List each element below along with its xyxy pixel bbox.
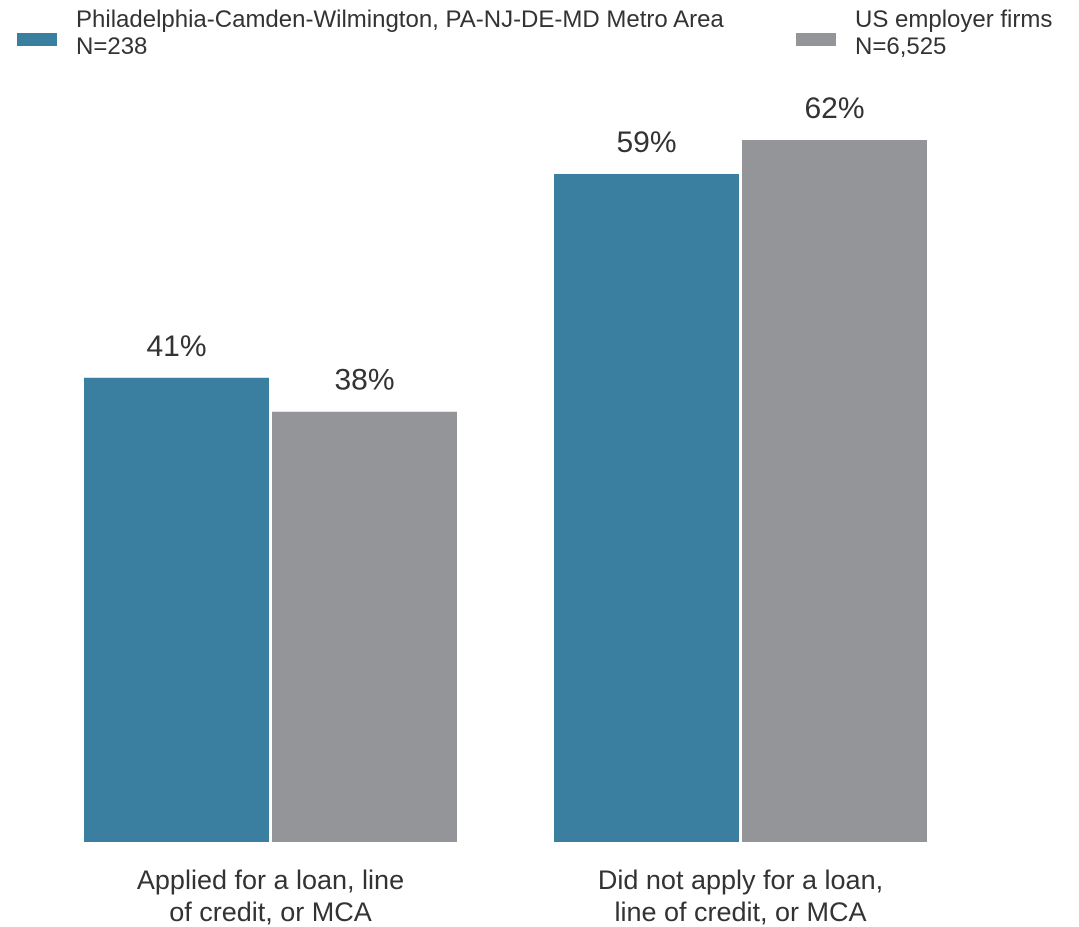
legend-n-us-employer-firms: N=6,525: [855, 33, 947, 60]
legend-item-philadelphia: Philadelphia-Camden-Wilmington, PA-NJ-DE…: [17, 6, 724, 60]
legend-swatch-us-employer-firms: [796, 33, 836, 46]
chart-legend: Philadelphia-Camden-Wilmington, PA-NJ-DE…: [0, 0, 1079, 70]
data-label-philadelphia-camden--cat1: 41%: [146, 330, 206, 363]
bar-us-employer-firms-cat2: [742, 140, 927, 842]
legend-swatch-philadelphia: [17, 33, 57, 46]
category-label-2-line-1: Did not apply for a loan,: [598, 865, 883, 895]
bar-philadelphia-camden--cat1: [84, 377, 269, 842]
data-label-us-employer-firms-cat1: 38%: [334, 364, 394, 397]
data-label-philadelphia-camden--cat2: 59%: [616, 126, 676, 159]
legend-label-us-employer-firms: US employer firms: [855, 6, 1053, 33]
bar-philadelphia-camden--cat2: [554, 173, 739, 842]
data-label-us-employer-firms-cat2: 62%: [804, 92, 864, 125]
legend-n-philadelphia: N=238: [76, 33, 148, 60]
category-label-1-line-2: of credit, or MCA: [169, 897, 372, 927]
category-label-2-line-2: line of credit, or MCA: [614, 897, 866, 927]
bar-us-employer-firms-cat1: [272, 411, 457, 842]
legend-item-us-employer-firms: US employer firms N=6,525: [796, 6, 1052, 60]
category-label-1-line-1: Applied for a loan, line: [137, 865, 404, 895]
legend-label-philadelphia: Philadelphia-Camden-Wilmington, PA-NJ-DE…: [76, 6, 724, 33]
